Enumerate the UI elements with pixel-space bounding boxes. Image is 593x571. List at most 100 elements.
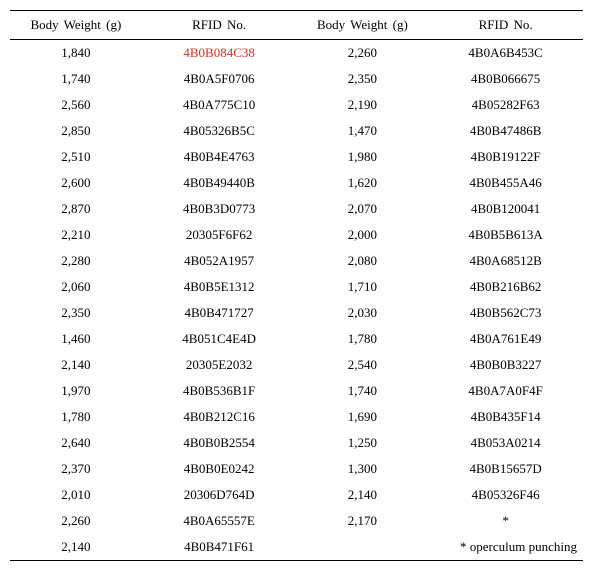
- col-header-body-weight-right: Body Weight (g): [296, 11, 428, 40]
- table-cell: 4B0B5B613A: [428, 222, 583, 248]
- table-row: 2,5604B0A775C102,1904B05282F63: [10, 92, 583, 118]
- table-cell: 4B0B15657D: [428, 456, 583, 482]
- table-row: 2,1404B0B471F61 * operculum punching: [10, 534, 583, 561]
- table-row: 2,14020305E20322,5404B0B0B3227: [10, 352, 583, 378]
- table-cell: 2,510: [10, 144, 142, 170]
- table-row: 2,0604B0B5E13121,7104B0B216B62: [10, 274, 583, 300]
- table-cell: 4B0A6B453C: [428, 40, 583, 67]
- col-header-rfid-right: RFID No.: [428, 11, 583, 40]
- table-cell: 2,140: [296, 482, 428, 508]
- table-cell: 20305E2032: [142, 352, 297, 378]
- table-cell: 2,540: [296, 352, 428, 378]
- table-cell: 4B0B435F14: [428, 404, 583, 430]
- table-row: 2,3704B0B0E02421,3004B0B15657D: [10, 456, 583, 482]
- table-cell: 1,710: [296, 274, 428, 300]
- table-cell: 1,620: [296, 170, 428, 196]
- table-cell: 2,370: [10, 456, 142, 482]
- table-cell: 4B0B19122F: [428, 144, 583, 170]
- table-cell: 2,260: [296, 40, 428, 67]
- table-cell: 2,850: [10, 118, 142, 144]
- table-cell: 4B0A5F0706: [142, 66, 297, 92]
- table-row: 2,2804B052A19572,0804B0A68512B: [10, 248, 583, 274]
- table-cell: 4B051C4E4D: [142, 326, 297, 352]
- table-cell: 4B0A7A0F4F: [428, 378, 583, 404]
- table-cell: 2,600: [10, 170, 142, 196]
- table-cell: 4B0B066675: [428, 66, 583, 92]
- table-cell: 4B0B455A46: [428, 170, 583, 196]
- table-row: 2,21020305F6F622,0004B0B5B613A: [10, 222, 583, 248]
- table-cell: 1,740: [296, 378, 428, 404]
- table-cell: 4B0B5E1312: [142, 274, 297, 300]
- table-cell: 2,000: [296, 222, 428, 248]
- data-table: Body Weight (g) RFID No. Body Weight (g)…: [10, 10, 583, 561]
- table-cell: 4B0A68512B: [428, 248, 583, 274]
- table-cell: 4B0B084C38: [142, 40, 297, 67]
- col-header-rfid-left: RFID No.: [142, 11, 297, 40]
- table-header-row: Body Weight (g) RFID No. Body Weight (g)…: [10, 11, 583, 40]
- table-cell: 2,170: [296, 508, 428, 534]
- table-cell: 4B05326F46: [428, 482, 583, 508]
- table-cell: 2,010: [10, 482, 142, 508]
- table-cell: 4B05326B5C: [142, 118, 297, 144]
- table-cell: 1,780: [10, 404, 142, 430]
- table-row: 1,7804B0B212C161,6904B0B435F14: [10, 404, 583, 430]
- table-cell: 4B0B212C16: [142, 404, 297, 430]
- table-cell: 2,560: [10, 92, 142, 118]
- table-row: 1,7404B0A5F07062,3504B0B066675: [10, 66, 583, 92]
- table-cell: 2,350: [296, 66, 428, 92]
- table-cell: 4B0B0B2554: [142, 430, 297, 456]
- table-cell: 20306D764D: [142, 482, 297, 508]
- table-cell: 2,140: [10, 534, 142, 561]
- table-cell: * operculum punching: [428, 534, 583, 561]
- table-cell: 1,740: [10, 66, 142, 92]
- table-cell: 2,260: [10, 508, 142, 534]
- table-cell: 4B0B562C73: [428, 300, 583, 326]
- table-cell: 4B0B471F61: [142, 534, 297, 561]
- table-cell: 2,190: [296, 92, 428, 118]
- table-cell: 4B0B536B1F: [142, 378, 297, 404]
- table-row: 2,01020306D764D2,1404B05326F46: [10, 482, 583, 508]
- table-cell: 4B0B216B62: [428, 274, 583, 300]
- table-cell: 2,280: [10, 248, 142, 274]
- table-cell: 4B053A0214: [428, 430, 583, 456]
- table-row: 2,8704B0B3D07732,0704B0B120041: [10, 196, 583, 222]
- table-cell: 4B0A761E49: [428, 326, 583, 352]
- table-row: 2,6404B0B0B25541,2504B053A0214: [10, 430, 583, 456]
- table-cell: 4B0B49440B: [142, 170, 297, 196]
- table-cell: 1,460: [10, 326, 142, 352]
- col-header-body-weight-left: Body Weight (g): [10, 11, 142, 40]
- table-cell: 2,640: [10, 430, 142, 456]
- table-cell: 4B0B0E0242: [142, 456, 297, 482]
- table-cell: 1,980: [296, 144, 428, 170]
- table-cell: 1,470: [296, 118, 428, 144]
- table-row: 2,2604B0A65557E2,170*: [10, 508, 583, 534]
- table-row: 2,3504B0B4717272,0304B0B562C73: [10, 300, 583, 326]
- table-cell: 2,070: [296, 196, 428, 222]
- table-cell: 1,840: [10, 40, 142, 67]
- table-row: 2,6004B0B49440B1,6204B0B455A46: [10, 170, 583, 196]
- table-cell: 1,690: [296, 404, 428, 430]
- table-cell: 4B0B0B3227: [428, 352, 583, 378]
- table-cell: 1,780: [296, 326, 428, 352]
- table-cell: 2,030: [296, 300, 428, 326]
- table-cell: 4B052A1957: [142, 248, 297, 274]
- table-row: 2,5104B0B4E47631,9804B0B19122F: [10, 144, 583, 170]
- table-row: 1,4604B051C4E4D1,7804B0A761E49: [10, 326, 583, 352]
- table-cell: 4B0B120041: [428, 196, 583, 222]
- table-cell: [296, 534, 428, 561]
- table-cell: 2,350: [10, 300, 142, 326]
- table-row: 2,8504B05326B5C1,4704B0B47486B: [10, 118, 583, 144]
- table-cell: 4B05282F63: [428, 92, 583, 118]
- table-cell: 1,250: [296, 430, 428, 456]
- table-cell: 2,140: [10, 352, 142, 378]
- table-cell: 4B0B47486B: [428, 118, 583, 144]
- table-cell: 1,300: [296, 456, 428, 482]
- table-cell: *: [428, 508, 583, 534]
- table-row: 1,8404B0B084C382,2604B0A6B453C: [10, 40, 583, 67]
- table-cell: 4B0A65557E: [142, 508, 297, 534]
- table-cell: 4B0B4E4763: [142, 144, 297, 170]
- table-cell: 4B0A775C10: [142, 92, 297, 118]
- table-cell: 2,210: [10, 222, 142, 248]
- table-cell: 1,970: [10, 378, 142, 404]
- table-cell: 20305F6F62: [142, 222, 297, 248]
